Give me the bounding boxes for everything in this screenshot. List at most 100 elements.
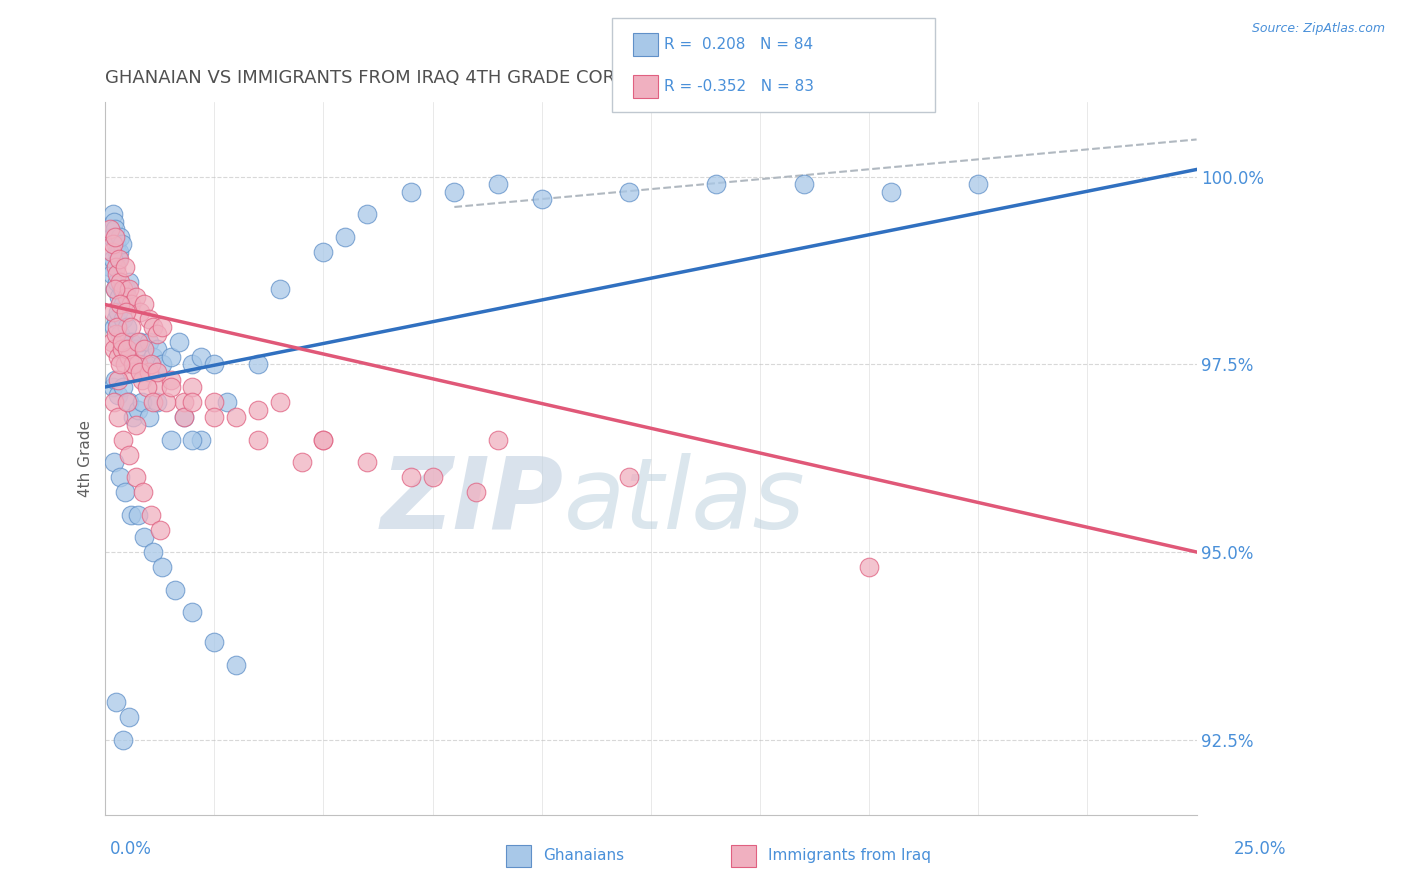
Point: [181, 395, 204, 409]
Point: [104, 230, 127, 244]
Point: [101, 380, 124, 394]
Point: [111, 312, 134, 326]
Point: [122, 365, 145, 379]
Point: [617, 185, 640, 199]
Point: [118, 350, 141, 364]
Point: [146, 343, 169, 357]
Point: [139, 508, 162, 522]
Point: [131, 372, 153, 386]
Point: [225, 657, 247, 672]
Point: [129, 365, 152, 379]
Point: [146, 365, 169, 379]
Point: [202, 409, 225, 424]
Point: [114, 334, 136, 349]
Point: [190, 433, 212, 447]
Point: [617, 470, 640, 484]
Point: [159, 372, 181, 386]
Point: [134, 530, 156, 544]
Point: [104, 237, 127, 252]
Point: [127, 402, 149, 417]
Point: [118, 283, 141, 297]
Point: [202, 358, 225, 372]
Point: [107, 305, 129, 319]
Point: [104, 222, 127, 236]
Point: [134, 297, 156, 311]
Point: [124, 470, 146, 484]
Point: [115, 283, 138, 297]
Point: [169, 334, 191, 349]
Point: [111, 237, 134, 252]
Point: [146, 380, 169, 394]
Point: [202, 395, 225, 409]
Point: [112, 297, 135, 311]
Point: [356, 207, 378, 221]
Point: [110, 470, 132, 484]
Point: [335, 230, 357, 244]
Y-axis label: 4th Grade: 4th Grade: [79, 420, 93, 497]
Point: [100, 230, 122, 244]
Point: [465, 485, 488, 500]
Point: [150, 358, 173, 372]
Point: [124, 290, 146, 304]
Point: [114, 260, 136, 274]
Point: [127, 508, 149, 522]
Point: [108, 290, 131, 304]
Point: [138, 365, 160, 379]
Point: [111, 732, 134, 747]
Point: [159, 380, 181, 394]
Point: [100, 334, 122, 349]
Point: [127, 334, 149, 349]
Point: [312, 433, 335, 447]
Point: [104, 260, 127, 274]
Point: [163, 582, 186, 597]
Point: [107, 252, 129, 267]
Point: [101, 207, 124, 221]
Point: [104, 283, 127, 297]
Point: [217, 395, 239, 409]
Point: [104, 312, 127, 326]
Text: Immigrants from Iraq: Immigrants from Iraq: [768, 848, 931, 863]
Point: [129, 334, 152, 349]
Point: [100, 268, 122, 282]
Point: [269, 283, 291, 297]
Point: [181, 605, 204, 619]
Point: [104, 695, 127, 709]
Point: [120, 297, 142, 311]
Point: [290, 455, 312, 469]
Point: [111, 334, 134, 349]
Point: [173, 409, 195, 424]
Point: [120, 334, 142, 349]
Point: [269, 395, 291, 409]
Point: [159, 433, 181, 447]
Point: [105, 275, 128, 289]
Point: [134, 343, 156, 357]
Point: [399, 470, 422, 484]
Point: [146, 395, 169, 409]
Point: [173, 409, 195, 424]
Point: [115, 290, 138, 304]
Point: [118, 710, 141, 724]
Point: [108, 252, 131, 267]
Point: [98, 222, 121, 236]
Point: [107, 409, 129, 424]
Point: [880, 185, 903, 199]
Point: [122, 358, 145, 372]
Point: [142, 395, 165, 409]
Point: [181, 433, 204, 447]
Point: [104, 327, 127, 342]
Point: [138, 409, 160, 424]
Point: [110, 230, 132, 244]
Point: [105, 268, 128, 282]
Point: [110, 358, 132, 372]
Point: [112, 433, 135, 447]
Point: [190, 350, 212, 364]
Point: [793, 178, 815, 192]
Point: [107, 372, 129, 386]
Point: [138, 312, 160, 326]
Point: [120, 320, 142, 334]
Point: [131, 395, 153, 409]
Text: 25.0%: 25.0%: [1234, 840, 1286, 858]
Point: [103, 320, 125, 334]
Point: [110, 275, 132, 289]
Point: [114, 485, 136, 500]
